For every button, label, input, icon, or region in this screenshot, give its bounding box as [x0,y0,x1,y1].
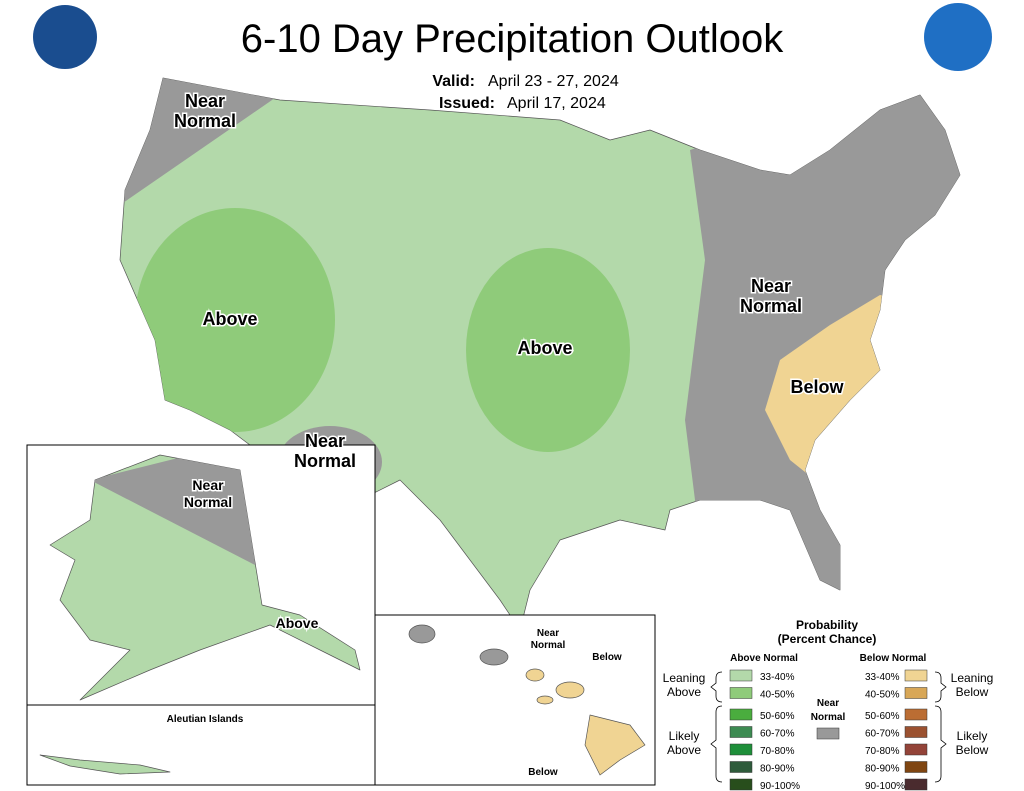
label-line: Normal [184,494,232,510]
range-label: 60-70% [865,729,900,740]
range-label: 70-80% [865,746,900,757]
label-line: Near [537,628,559,639]
swatch [729,669,753,682]
label-line: Above [517,338,572,358]
above-heading: Above Normal [730,653,798,664]
region-label: Below [790,377,844,397]
label-line: Likely [669,729,700,743]
label-line: Likely [957,729,988,743]
range-label: 40-50% [760,690,795,701]
label-line: Below [528,767,558,778]
region-label: Aleutian Islands [167,714,244,725]
issued-value: April 17, 2024 [507,95,606,112]
brace [934,671,947,703]
swatch [729,761,753,773]
region-label: Below [592,652,622,663]
label-line: Above [202,309,257,329]
swatch [729,743,753,756]
brace [710,671,723,703]
swatch [904,708,928,721]
issued-label: Issued: [439,95,495,112]
group-label: Leaning Above [663,671,706,699]
group-label: Near Normal [811,698,846,723]
swatch [729,778,753,791]
region-label: Near Normal [184,477,232,510]
legend: Probability(Percent Chance) Above Normal B… [663,618,994,791]
range-label: 33-40% [865,672,900,683]
label-line: Leaning [663,671,706,685]
region-label: Near Normal [294,431,356,471]
label-line: Normal [811,712,846,723]
valid-value: April 23 - 27, 2024 [488,73,619,90]
swatch [904,669,928,682]
range-label: 90-100% [760,781,800,791]
region-label: Above [202,309,257,329]
swatch [904,761,928,773]
below-heading: Below Normal [860,653,927,664]
doc-seal [33,5,97,69]
range-label: 40-50% [865,690,900,701]
legend-title: Probability [796,618,858,632]
swatch [904,687,928,699]
region-label: Near Normal [740,276,802,316]
range-label: 90-100% [865,781,905,791]
label-line: Normal [294,451,356,471]
label-line: Near [192,477,224,493]
range-label: 33-40% [760,672,795,683]
swatch [904,778,928,791]
swatch [904,726,928,738]
label-line: Below [790,377,844,397]
group-label: Likely Above [667,729,701,757]
brace [934,705,947,783]
title: 6-10 Day Precipitation Outlook [241,17,785,61]
range-label: 60-70% [760,729,795,740]
region-label: Below [528,767,558,778]
label-line: Near [185,91,225,111]
label-line: Aleutian Islands [167,714,244,725]
label-line: Below [956,685,989,699]
swatch [729,726,753,738]
label-line: Leaning [951,671,994,685]
label-line: Above [276,615,319,631]
swatch [729,708,753,721]
region-label: Near Normal [174,91,236,131]
label-line: Below [592,652,622,663]
label-line: Above [667,685,701,699]
region-label: Above [276,615,319,631]
noaa-logo [924,3,992,71]
label-line: Below [956,743,989,757]
label-line: Normal [531,640,566,651]
label-line: Above [667,743,701,757]
range-label: 80-90% [865,764,900,775]
swatch [904,743,928,756]
region-label: Above [517,338,572,358]
group-label: Likely Below [956,729,989,757]
group-label: Leaning Below [951,671,994,699]
near-swatch [816,727,840,740]
legend-subtitle: (Percent Chance) [778,632,877,646]
label-line: Near [817,698,839,709]
label-line: Normal [740,296,802,316]
range-label: 80-90% [760,764,795,775]
range-label: 70-80% [760,746,795,757]
brace [710,705,723,783]
swatch [729,687,753,699]
label-line: Near [305,431,345,451]
range-label: 50-60% [865,711,900,722]
label-line: Normal [174,111,236,131]
range-label: 50-60% [760,711,795,722]
label-line: Near [751,276,791,296]
region-label: Near Normal [531,628,566,651]
valid-label: Valid: [432,73,475,90]
